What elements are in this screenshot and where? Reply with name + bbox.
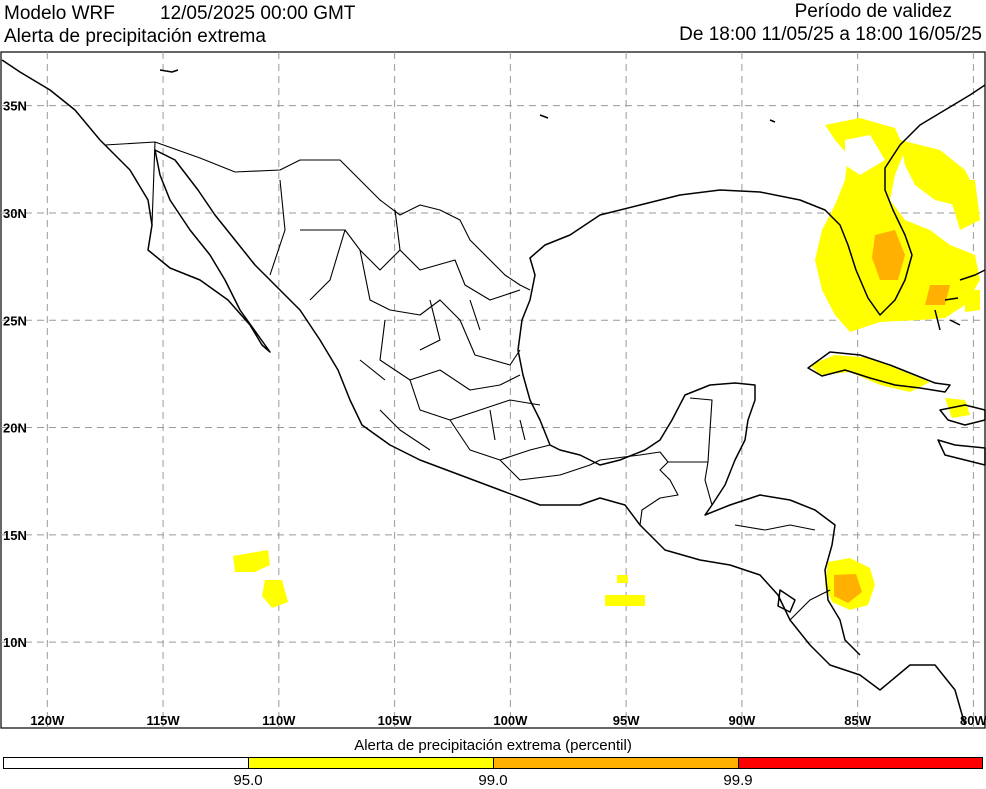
lon-tick-label: 90W xyxy=(729,713,756,728)
lon-tick-label: 110W xyxy=(262,713,296,728)
alert-gulf-tehuantepec xyxy=(617,575,628,583)
alert-bahamas-orange xyxy=(925,285,950,305)
lat-tick-label: 15N xyxy=(3,528,27,543)
alert-nicaragua-costarica xyxy=(825,558,875,610)
alert-areas xyxy=(233,118,980,610)
alert-pacific-west xyxy=(233,550,270,572)
validity-range: De 18:00 11/05/25 a 18:00 16/05/25 xyxy=(679,24,982,45)
lon-tick-label: 80W xyxy=(960,713,986,728)
product-title: Alerta de precipitación extrema xyxy=(4,26,266,47)
legend-label: 99.0 xyxy=(478,772,508,789)
legend-bin xyxy=(3,757,249,769)
lat-tick-label: 25N xyxy=(3,313,27,328)
alert-pacific-east xyxy=(605,595,645,606)
lat-tick-label: 35N xyxy=(3,99,27,114)
lon-tick-label: 120W xyxy=(30,713,65,728)
lon-tick-label: 105W xyxy=(378,713,413,728)
political-borders xyxy=(104,141,831,621)
legend-bin xyxy=(738,757,983,769)
alert-bahamas-south xyxy=(945,398,970,418)
alert-florida-yellow xyxy=(815,118,980,332)
alert-cuba-yellow xyxy=(810,355,930,392)
lon-tick-label: 85W xyxy=(844,713,871,728)
legend-bin xyxy=(493,757,739,769)
legend-bin xyxy=(248,757,494,769)
run-datetime: 12/05/2025 00:00 GMT xyxy=(160,3,356,24)
axis-tick-labels: 120W 115W 110W 105W 100W 95W 90W 85W 80W 35N 30N 25… xyxy=(3,99,986,728)
lon-tick-label: 95W xyxy=(613,713,640,728)
lon-tick-label: 100W xyxy=(493,713,528,728)
coastlines xyxy=(1,59,986,726)
legend-label: 95.0 xyxy=(233,772,263,789)
alert-pacific-west-2 xyxy=(262,580,288,608)
map-frame xyxy=(0,51,986,729)
legend-label: 99.9 xyxy=(723,772,753,789)
lon-tick-label: 115W xyxy=(146,713,180,728)
lat-tick-label: 30N xyxy=(3,206,27,221)
lat-tick-label: 20N xyxy=(3,421,27,436)
alert-florida-orange xyxy=(872,230,905,280)
validity-title: Período de validez xyxy=(794,1,952,22)
model-name: Modelo WRF xyxy=(4,3,115,24)
legend-title: Alerta de precipitación extrema (percent… xyxy=(354,737,632,754)
lat-tick-label: 10N xyxy=(3,635,27,650)
